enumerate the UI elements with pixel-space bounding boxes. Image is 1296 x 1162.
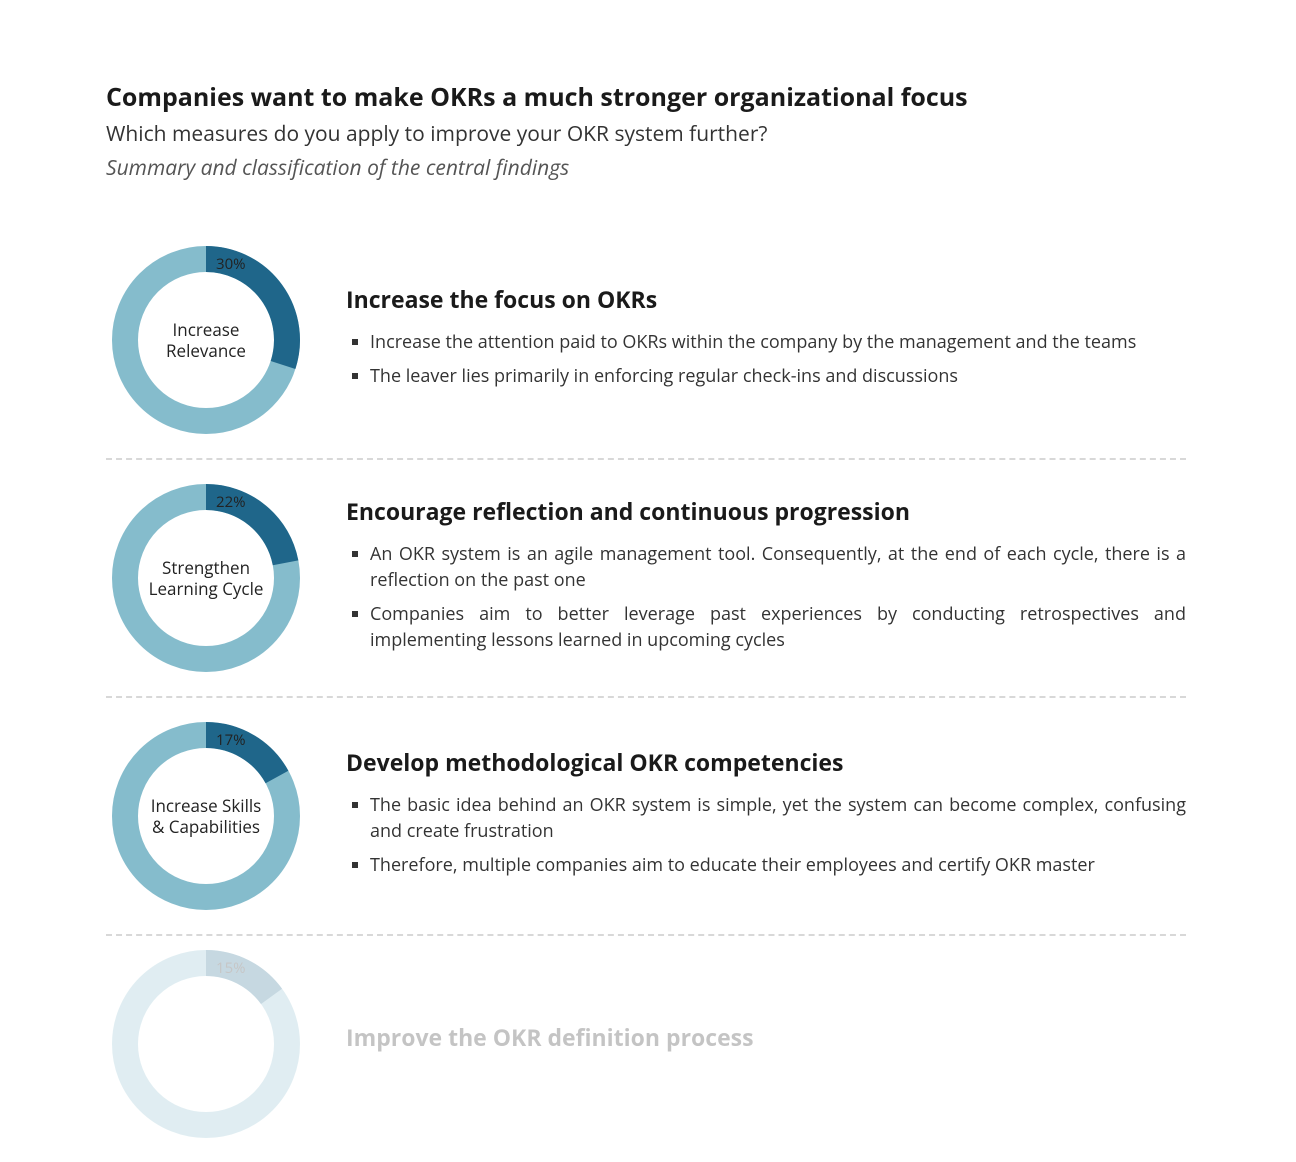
page-summary: Summary and classification of the centra…: [106, 154, 1186, 182]
donut-label-line1: Increase: [173, 318, 240, 341]
finding-content: Develop methodological OKR competencies …: [346, 746, 1186, 886]
donut-percent-label: 22%: [216, 492, 246, 512]
donut-chart: 15%: [106, 944, 306, 1144]
finding-row: 30% Increase Relevance Increase the focu…: [106, 222, 1186, 460]
findings-list: 30% Increase Relevance Increase the focu…: [106, 222, 1186, 1162]
bullet-item: An OKR system is an agile management too…: [346, 541, 1186, 593]
donut-chart: 17% Increase Skills & Capabilities: [106, 716, 306, 916]
donut-svg: [106, 944, 306, 1144]
finding-bullets: An OKR system is an agile management too…: [346, 541, 1186, 653]
page-title: Companies want to make OKRs a much stron…: [106, 80, 1186, 114]
donut-label-line2: Learning Cycle: [149, 577, 264, 600]
bullet-item: Companies aim to better leverage past ex…: [346, 601, 1186, 653]
bullet-item: Increase the attention paid to OKRs with…: [346, 329, 1186, 355]
donut-center-label: Increase Skills & Capabilities: [141, 795, 271, 838]
finding-content: Improve the OKR definition process: [346, 1021, 1186, 1067]
finding-bullets: The basic idea behind an OKR system is s…: [346, 792, 1186, 878]
donut-percent-label: 30%: [216, 254, 246, 274]
bullet-item: Therefore, multiple companies aim to edu…: [346, 852, 1186, 878]
donut-percent-label: 17%: [216, 730, 246, 750]
finding-row-faded: 15% Improve the OKR definition process: [106, 936, 1186, 1162]
finding-heading: Encourage reflection and continuous prog…: [346, 495, 1186, 527]
donut-center-label: Increase Relevance: [141, 319, 271, 362]
finding-heading: Develop methodological OKR competencies: [346, 746, 1186, 778]
donut-label-line1: Strengthen: [162, 556, 250, 579]
donut-label-line2: & Capabilities: [152, 815, 260, 838]
finding-row: 17% Increase Skills & Capabilities Devel…: [106, 698, 1186, 936]
donut-chart: 22% Strengthen Learning Cycle: [106, 478, 306, 678]
finding-bullets: Increase the attention paid to OKRs with…: [346, 329, 1186, 389]
donut-center-label: Strengthen Learning Cycle: [141, 557, 271, 600]
page-subtitle: Which measures do you apply to improve y…: [106, 120, 1186, 148]
finding-content: Encourage reflection and continuous prog…: [346, 495, 1186, 661]
donut-chart: 30% Increase Relevance: [106, 240, 306, 440]
finding-heading: Increase the focus on OKRs: [346, 283, 1186, 315]
finding-content: Increase the focus on OKRs Increase the …: [346, 283, 1186, 397]
donut-label-line2: Relevance: [166, 339, 246, 362]
donut-label-line1: Increase Skills: [151, 794, 262, 817]
bullet-item: The leaver lies primarily in enforcing r…: [346, 363, 1186, 389]
finding-row: 22% Strengthen Learning Cycle Encourage …: [106, 460, 1186, 698]
finding-heading: Improve the OKR definition process: [346, 1021, 1186, 1053]
donut-percent-label: 15%: [216, 958, 246, 978]
bullet-item: The basic idea behind an OKR system is s…: [346, 792, 1186, 844]
